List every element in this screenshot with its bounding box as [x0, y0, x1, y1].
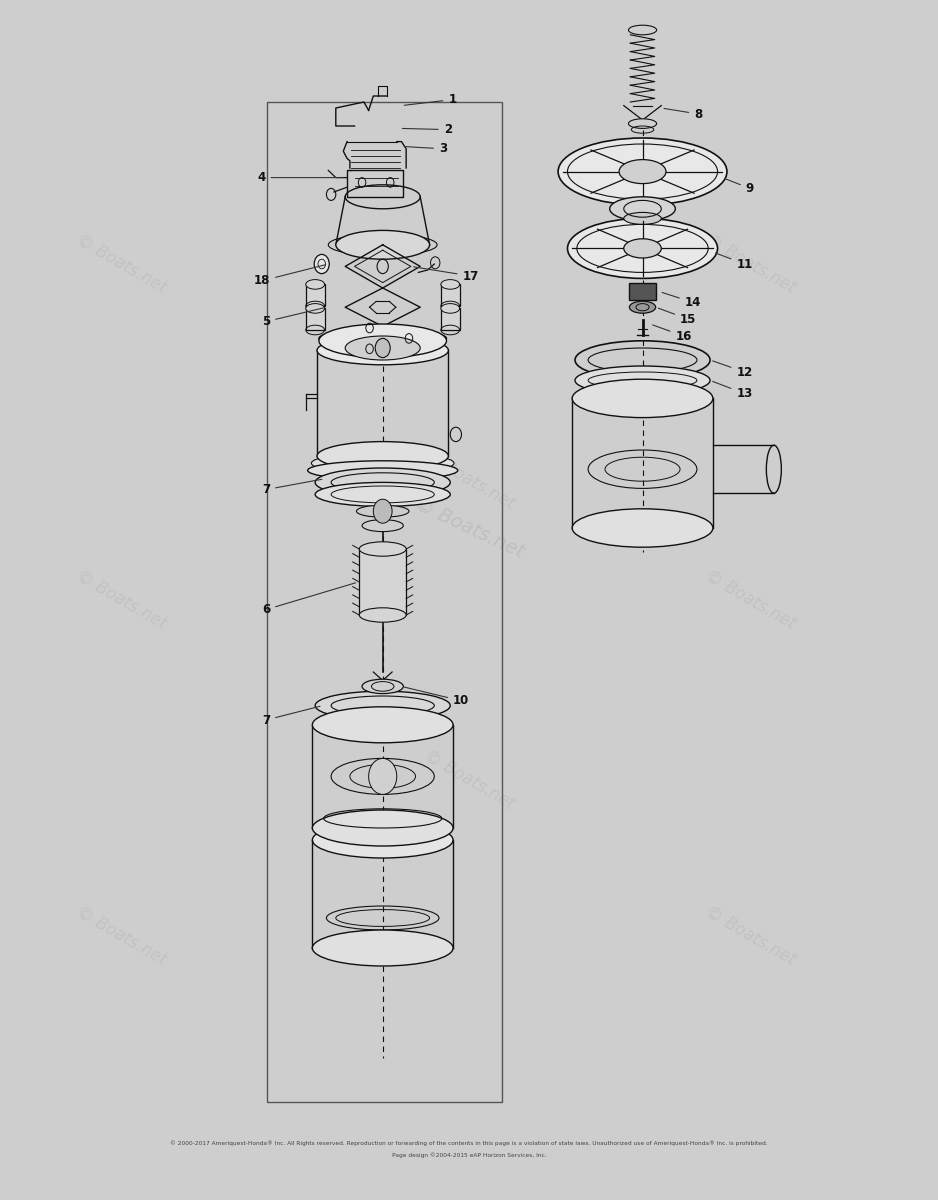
Ellipse shape [315, 482, 450, 506]
Ellipse shape [619, 160, 666, 184]
Bar [629, 283, 656, 300]
Ellipse shape [319, 329, 446, 348]
Text: 7: 7 [262, 479, 322, 496]
Text: 5: 5 [262, 308, 324, 328]
Text: © Boats.net: © Boats.net [702, 902, 799, 970]
Ellipse shape [610, 197, 675, 221]
Ellipse shape [628, 119, 657, 128]
Text: 7: 7 [262, 707, 320, 726]
Ellipse shape [359, 541, 406, 557]
Ellipse shape [362, 679, 403, 694]
Text: 18: 18 [254, 265, 325, 287]
Bar [359, 550, 406, 614]
Text: © Boats.net: © Boats.net [420, 746, 518, 814]
Text: © 2000-2017 Ameriquest-Honda® Inc. All Rights reserved. Reproduction or forwardi: © 2000-2017 Ameriquest-Honda® Inc. All R… [170, 1141, 768, 1146]
Ellipse shape [356, 505, 409, 517]
Ellipse shape [306, 280, 325, 289]
Text: 6: 6 [262, 583, 356, 616]
Ellipse shape [624, 239, 661, 258]
Ellipse shape [317, 336, 448, 365]
Ellipse shape [441, 280, 460, 289]
Ellipse shape [359, 607, 406, 622]
Ellipse shape [572, 379, 713, 418]
Ellipse shape [558, 138, 727, 205]
Ellipse shape [315, 691, 450, 720]
Ellipse shape [315, 468, 450, 497]
Ellipse shape [575, 366, 710, 395]
Ellipse shape [319, 324, 446, 358]
Ellipse shape [567, 218, 718, 278]
Circle shape [314, 254, 329, 274]
Ellipse shape [312, 930, 453, 966]
Text: © Boats.net: © Boats.net [420, 446, 518, 514]
Text: Page design ©2004-2015 eAP Horizon Services, Inc.: Page design ©2004-2015 eAP Horizon Servi… [392, 1153, 546, 1158]
Ellipse shape [441, 304, 460, 313]
Ellipse shape [312, 810, 453, 846]
Text: 13: 13 [713, 382, 752, 400]
Text: 4: 4 [257, 172, 342, 184]
Bar [267, 102, 502, 1102]
Text: 1: 1 [404, 94, 457, 106]
Ellipse shape [308, 461, 458, 480]
Ellipse shape [336, 230, 430, 259]
Text: © Boats.net: © Boats.net [702, 566, 799, 634]
Circle shape [369, 758, 397, 794]
Ellipse shape [572, 509, 713, 547]
Ellipse shape [362, 520, 403, 532]
Text: © Boats.net: © Boats.net [411, 494, 527, 562]
Text: 12: 12 [713, 361, 752, 378]
Text: 8: 8 [664, 108, 703, 120]
Text: © Boats.net: © Boats.net [702, 230, 799, 298]
Bar [306, 308, 325, 330]
Text: 15: 15 [658, 308, 696, 325]
Ellipse shape [628, 25, 657, 35]
Ellipse shape [312, 822, 453, 858]
Ellipse shape [312, 707, 453, 743]
Bar [441, 284, 460, 306]
Text: © Boats.net: © Boats.net [73, 230, 171, 298]
Text: 14: 14 [662, 293, 701, 308]
Ellipse shape [306, 304, 325, 313]
Text: 16: 16 [653, 325, 691, 342]
Text: © Boats.net: © Boats.net [73, 566, 171, 634]
Ellipse shape [624, 212, 661, 224]
Text: 11: 11 [716, 253, 752, 270]
Text: 3: 3 [404, 143, 447, 155]
Text: 17: 17 [414, 266, 478, 282]
Text: 10: 10 [404, 688, 469, 707]
Circle shape [375, 338, 390, 358]
Ellipse shape [317, 442, 448, 470]
Bar [441, 308, 460, 330]
Ellipse shape [311, 452, 454, 474]
Circle shape [373, 499, 392, 523]
Ellipse shape [629, 301, 656, 313]
Text: © Boats.net: © Boats.net [73, 902, 171, 970]
Bar [306, 284, 325, 306]
Text: 2: 2 [402, 124, 452, 136]
Text: 9: 9 [725, 179, 754, 194]
Ellipse shape [345, 336, 420, 360]
